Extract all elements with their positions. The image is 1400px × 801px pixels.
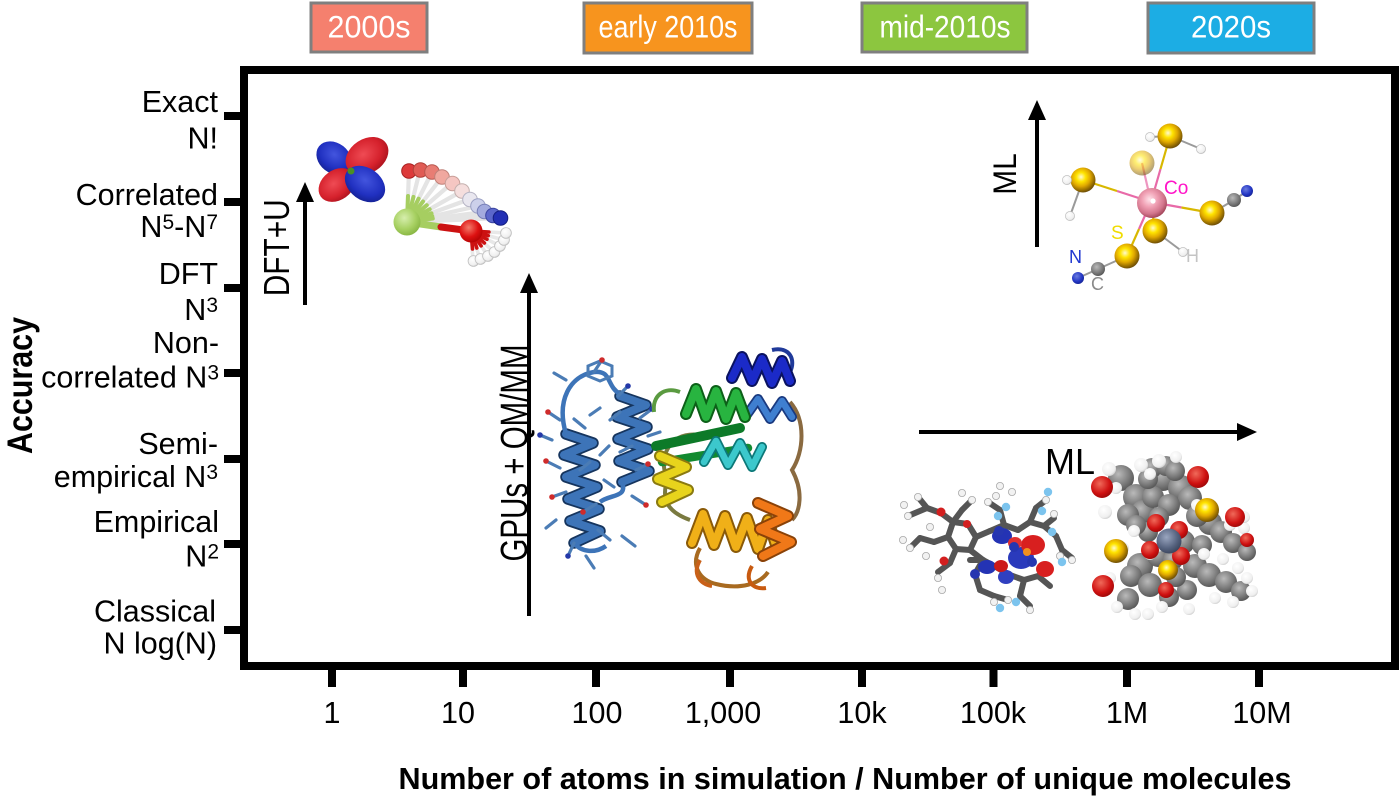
svg-text:Semi-: Semi- (138, 427, 218, 461)
svg-text:10: 10 (441, 696, 475, 730)
svg-text:Co: Co (1164, 178, 1188, 199)
svg-text:Empirical: Empirical (94, 505, 219, 539)
svg-text:Number of atoms in simulation: Number of atoms in simulation / Number o… (399, 762, 1292, 796)
svg-text:empirical N3: empirical N3 (54, 460, 218, 494)
svg-text:10M: 10M (1232, 696, 1291, 730)
svg-text:S: S (1111, 223, 1124, 244)
svg-text:Exact: Exact (142, 85, 219, 119)
svg-text:ML: ML (1045, 441, 1095, 482)
svg-text:DFT: DFT (159, 257, 218, 291)
svg-text:N: N (1069, 247, 1082, 267)
svg-text:1M: 1M (1106, 696, 1148, 730)
svg-text:10k: 10k (837, 696, 887, 730)
svg-text:ML: ML (987, 153, 1023, 195)
svg-text:1,000: 1,000 (685, 696, 761, 730)
svg-text:N5-N7: N5-N7 (140, 210, 218, 244)
svg-text:H: H (1186, 246, 1199, 266)
svg-text:early 2010s: early 2010s (599, 9, 738, 45)
svg-text:correlated N3: correlated N3 (41, 361, 219, 395)
svg-text:1: 1 (324, 696, 341, 730)
svg-text:DFT+U: DFT+U (256, 199, 297, 296)
svg-text:N log(N): N log(N) (103, 627, 217, 661)
svg-text:Correlated: Correlated (76, 178, 218, 212)
svg-text:C: C (1091, 274, 1104, 294)
svg-text:2000s: 2000s (328, 9, 411, 45)
svg-text:100: 100 (572, 696, 623, 730)
svg-text:Classical: Classical (94, 595, 216, 629)
svg-text:N!: N! (188, 122, 219, 156)
svg-text:100k: 100k (960, 696, 1027, 730)
svg-text:mid-2010s: mid-2010s (880, 9, 1011, 45)
svg-text:2020s: 2020s (1191, 9, 1271, 45)
svg-text:Accuracy: Accuracy (1, 317, 40, 454)
svg-text:Non-: Non- (153, 326, 219, 360)
